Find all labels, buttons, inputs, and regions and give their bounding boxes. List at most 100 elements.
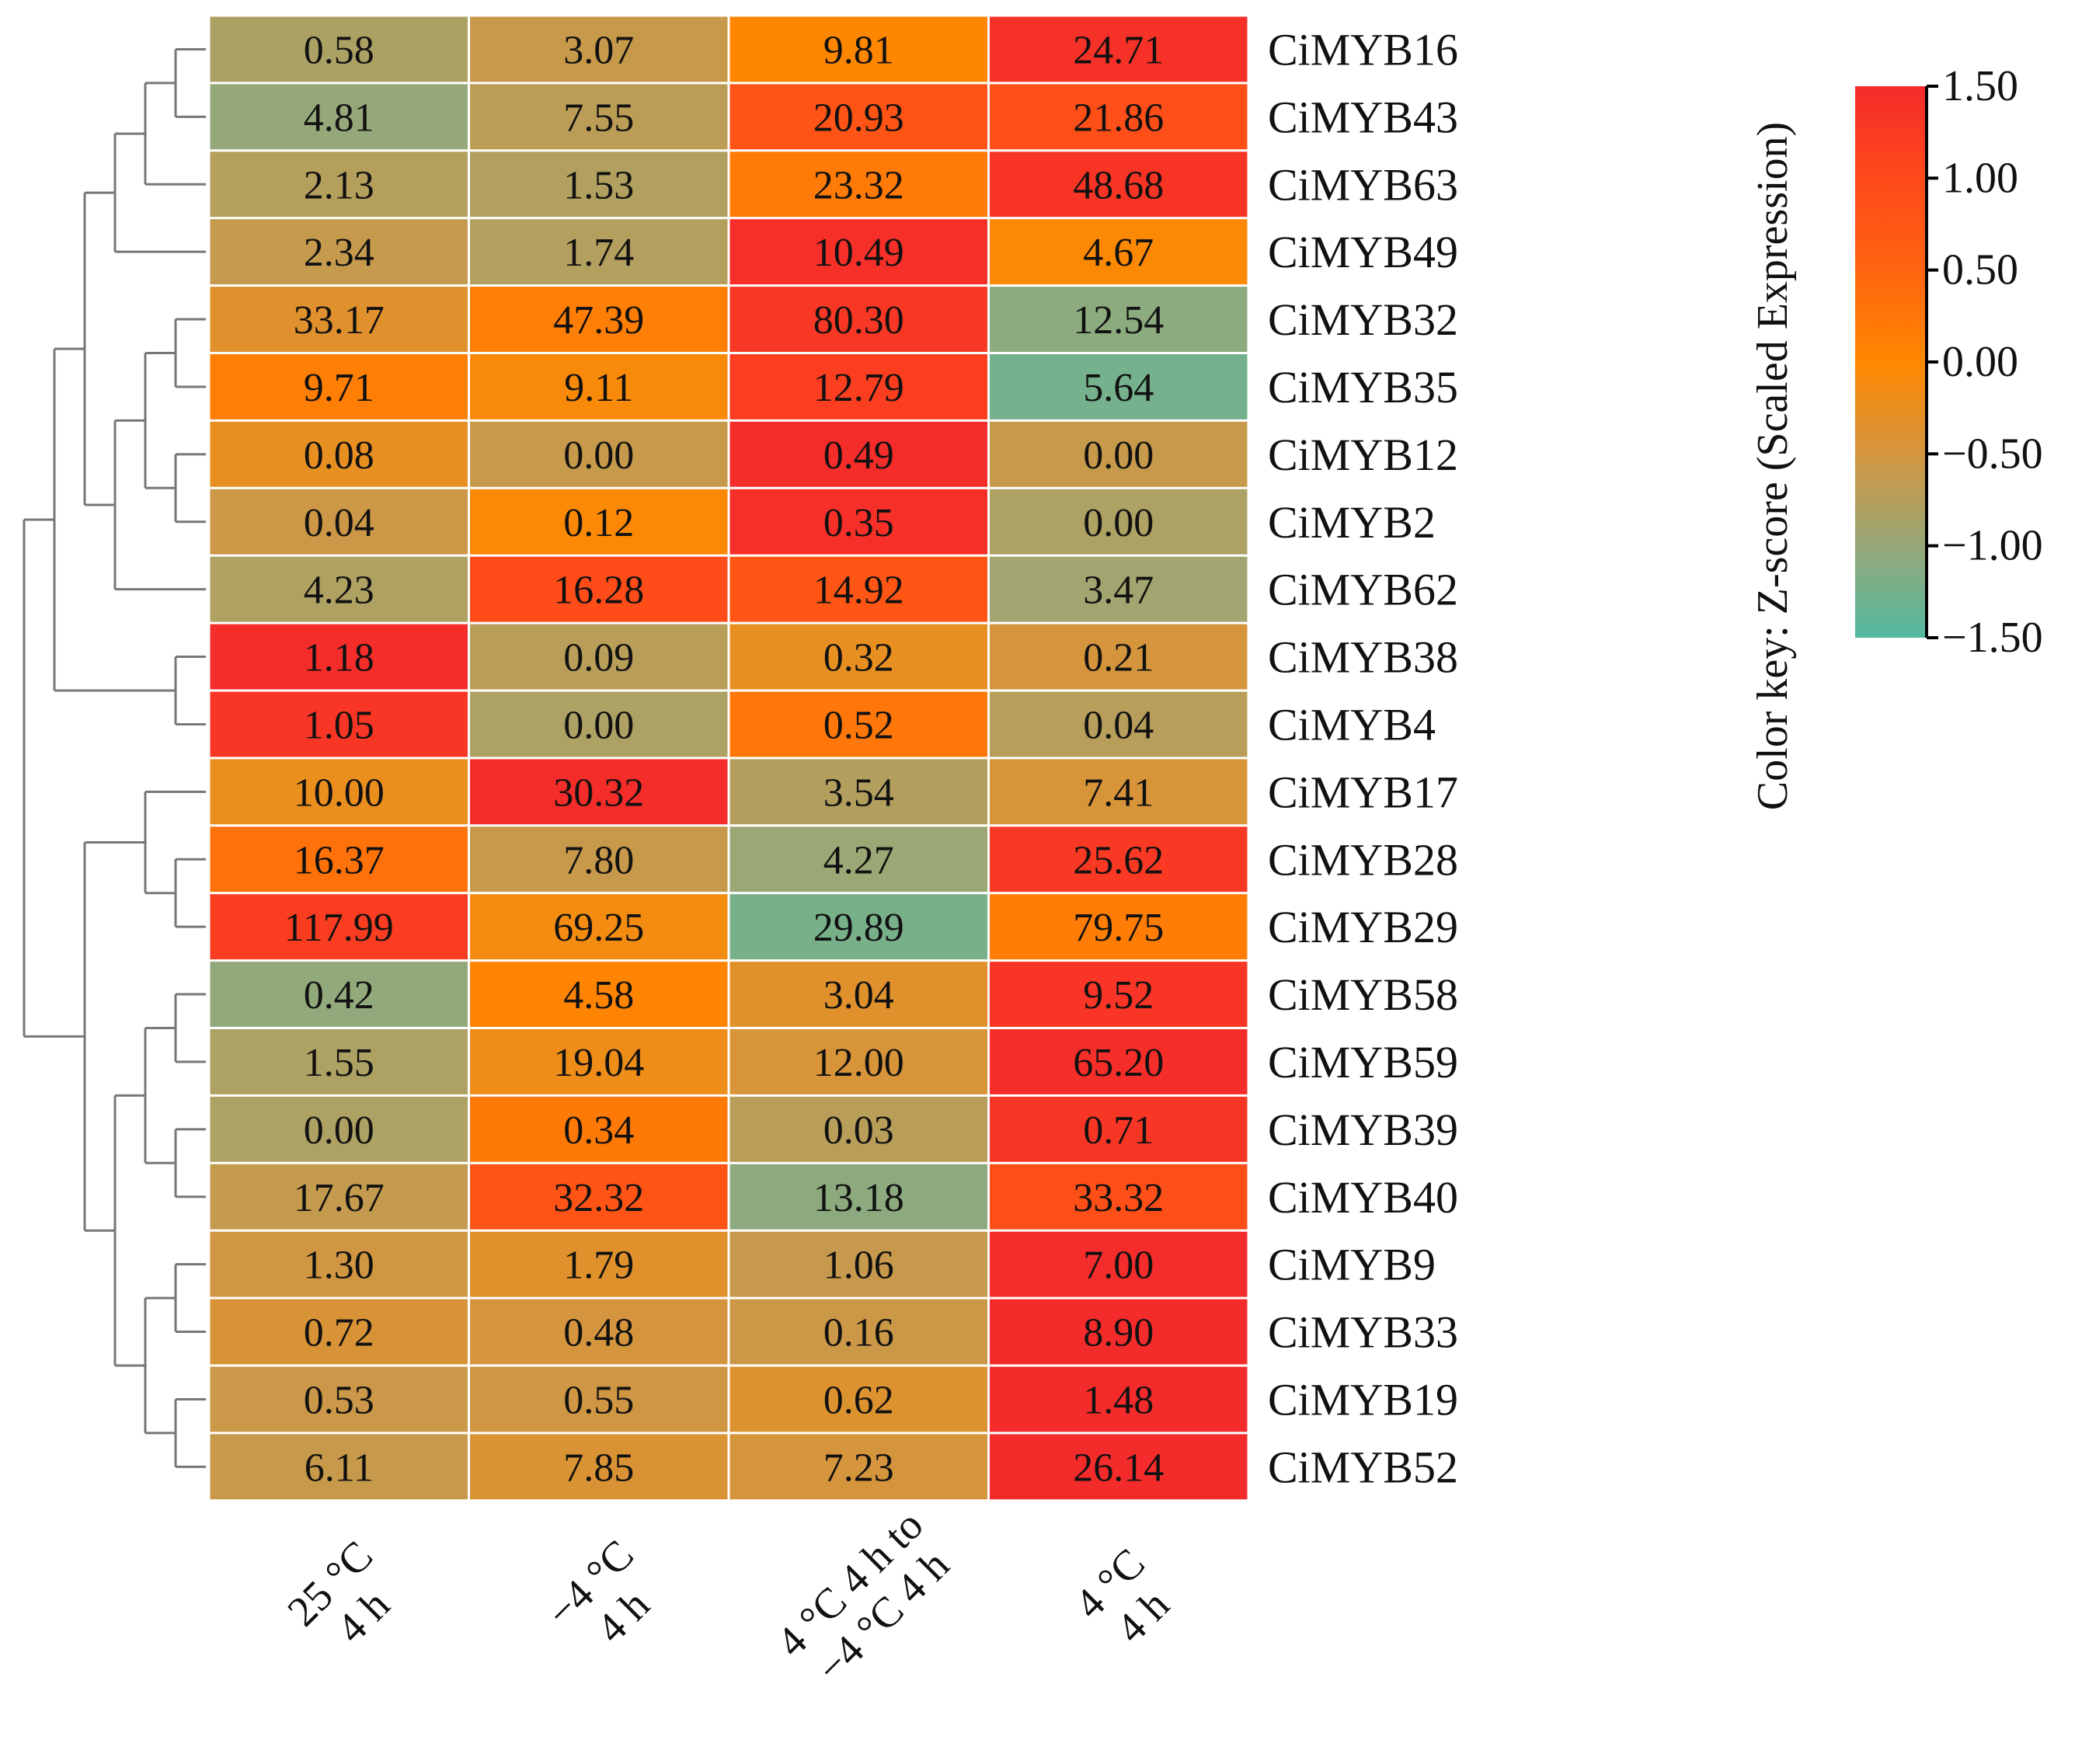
row-label: CiMYB38 [1268,632,1458,683]
column-labels: 25 °C4 h −4 °C4 h 4 °C 4 h to−4 °C 4 h 4 °C… [278,1501,1178,1692]
heatmap-cell [470,691,728,757]
heatmap-cell [470,1231,728,1297]
cell-value-label: 7.80 [563,838,634,882]
row-label: CiMYB39 [1268,1105,1458,1155]
heatmap-cells: 0.58 3.07 9.81 24.71 4.81 7.55 20.93 21.86 2.13 1… [210,16,1248,1500]
cell-value-label: 2.13 [304,163,374,207]
cell-value-label: 16.28 [553,569,644,613]
cell-value-label: 0.72 [304,1311,374,1355]
cell-value-label: 25.62 [1073,838,1164,882]
heatmap-cell [990,489,1248,555]
cell-value-label: 3.04 [823,973,894,1018]
heatmap-cell [990,826,1248,892]
cell-value-label: 0.58 [304,28,374,72]
heatmap-cell [729,84,987,150]
cell-value-label: 2.34 [304,231,374,275]
cell-value-label: 1.79 [563,1244,634,1288]
cell-value-label: 0.04 [1083,703,1154,747]
cell-value-label: 30.32 [553,771,644,815]
row-label: CiMYB9 [1268,1240,1436,1290]
heatmap-cell [470,16,728,82]
row-label: CiMYB4 [1268,699,1436,750]
cell-value-label: 0.12 [563,501,634,545]
colorbar-tick-label: 1.50 [1942,62,2018,110]
heatmap-cell [210,489,468,555]
row-label: CiMYB17 [1268,767,1458,817]
heatmap-cell [729,759,987,825]
cell-value-label: 1.74 [563,231,634,275]
heatmap-cell [470,556,728,622]
cell-value-label: 33.17 [294,298,385,343]
row-label: CiMYB49 [1268,227,1458,277]
heatmap-cell [210,1164,468,1230]
cell-value-label: 9.81 [823,28,894,72]
colorbar-gradient [1855,86,1925,638]
cell-value-label: 29.89 [813,906,904,950]
cell-value-label: 12.54 [1073,298,1164,343]
row-label: CiMYB32 [1268,294,1458,345]
heatmap-cell [990,84,1248,150]
cell-value-label: 3.54 [823,771,894,815]
row-label: CiMYB28 [1268,834,1458,885]
heatmap-cell [729,287,987,352]
cell-value-label: 17.67 [294,1176,385,1220]
heatmap-cell [990,759,1248,825]
cell-value-label: 0.00 [1083,501,1154,545]
cell-value-label: 7.00 [1083,1244,1154,1288]
row-label: CiMYB16 [1268,24,1458,75]
row-label: CiMYB43 [1268,92,1458,142]
cell-value-label: 0.55 [563,1378,634,1422]
cell-value-label: 4.58 [563,973,634,1018]
heatmap-cell [470,421,728,487]
cell-value-label: 0.42 [304,973,374,1018]
colorbar-tick-label: 0.00 [1942,338,2018,386]
heatmap-cell [729,826,987,892]
cell-value-label: 0.16 [823,1311,894,1355]
colorbar-tick-label: −1.00 [1942,522,2043,570]
cell-value-label: 4.81 [304,96,374,140]
cell-value-label: 0.34 [563,1108,634,1153]
heatmap-cell [470,84,728,150]
heatmap-cell [729,489,987,555]
cell-value-label: 65.20 [1073,1041,1164,1085]
cell-value-label: 7.41 [1083,771,1154,815]
heatmap-cell [729,1164,987,1230]
cell-value-label: 33.32 [1073,1176,1164,1220]
heatmap-cell [470,287,728,352]
heatmap-cell [470,1096,728,1162]
cell-value-label: 69.25 [553,906,644,950]
column-label: 4 °C4 h [1065,1540,1178,1652]
cell-value-label: 80.30 [813,298,904,343]
row-label: CiMYB40 [1268,1172,1458,1223]
cell-value-label: 0.32 [823,636,894,680]
cell-value-label: 0.21 [1083,636,1154,680]
cell-value-label: 24.71 [1073,28,1164,72]
heatmap-cell [470,1164,728,1230]
cell-value-label: 1.18 [304,636,374,680]
cell-value-label: 12.00 [813,1041,904,1085]
heatmap-cell [470,1029,728,1094]
heatmap-cell [729,151,987,217]
heatmap-cell [729,894,987,960]
row-label: CiMYB2 [1268,497,1436,548]
heatmap-cell [729,624,987,690]
cell-value-label: 0.00 [563,703,634,747]
heatmap-cell [990,354,1248,419]
cell-value-label: 1.30 [304,1244,374,1288]
heatmap-cell [470,894,728,960]
cell-value-label: 26.14 [1073,1446,1164,1490]
row-label: CiMYB59 [1268,1037,1458,1087]
cell-value-label: 10.49 [813,231,904,275]
colorbar-tick-label: 1.00 [1942,154,2018,202]
heatmap-cell [729,1231,987,1297]
cell-value-label: 13.18 [813,1176,904,1220]
cell-value-label: 32.32 [553,1176,644,1220]
heatmap-cell [990,219,1248,285]
heatmap-cell [210,84,468,150]
row-label: CiMYB29 [1268,902,1458,952]
heatmap-cell [470,1366,728,1432]
cell-value-label: 19.04 [553,1041,644,1085]
colorbar-tick-label: −1.50 [1942,614,2043,662]
cell-value-label: 6.11 [305,1446,374,1490]
